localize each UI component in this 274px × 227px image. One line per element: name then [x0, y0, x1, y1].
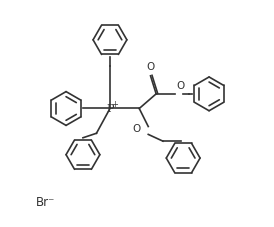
Text: Br⁻: Br⁻ — [36, 195, 55, 208]
Text: O: O — [133, 123, 141, 133]
Text: O: O — [176, 81, 185, 91]
Text: O: O — [146, 62, 155, 72]
Text: +: + — [112, 100, 118, 109]
Text: P: P — [106, 104, 114, 114]
